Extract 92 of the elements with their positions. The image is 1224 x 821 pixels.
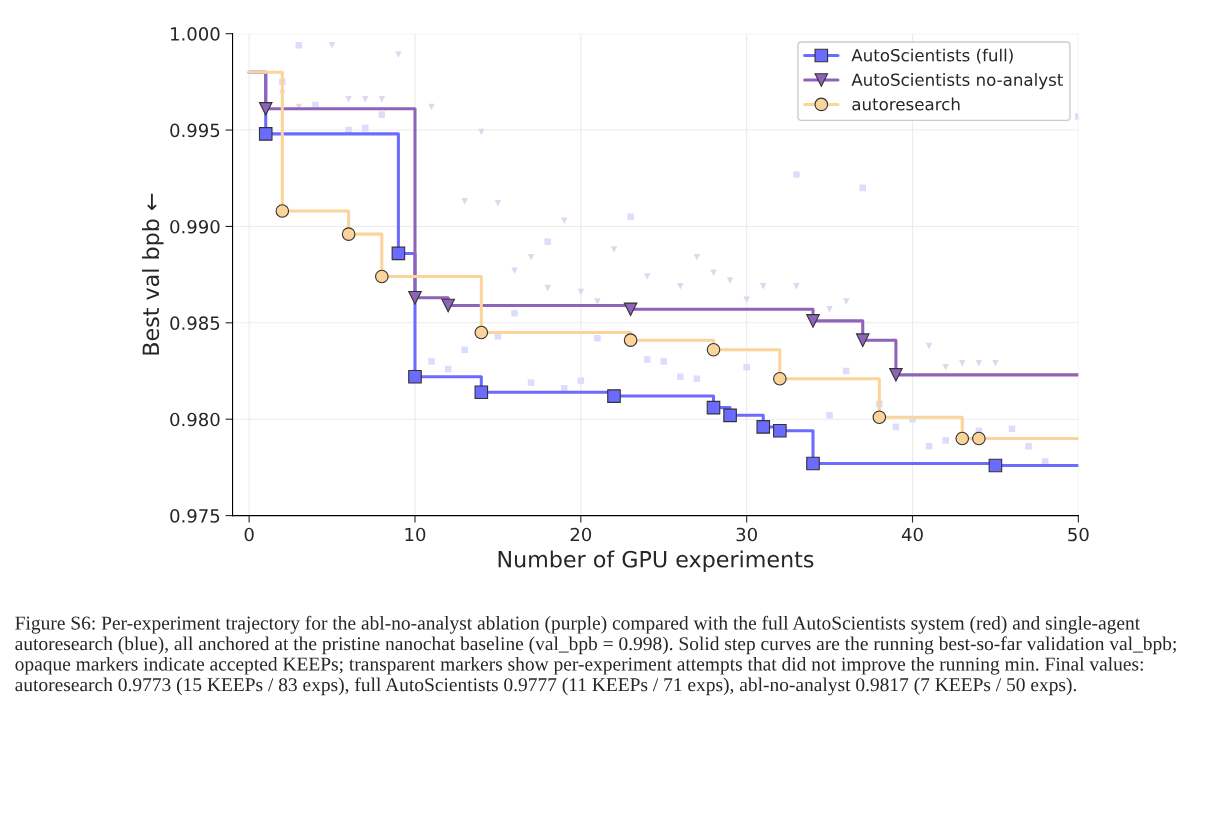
x-tick-label: 50: [1068, 527, 1089, 542]
point: [378, 111, 386, 118]
point: [759, 282, 767, 290]
legend-label: AutoScientists no-analyst: [851, 73, 1063, 90]
caption: Figure S6: Per-experiment trajectory for the abl-no-analyst ablation (purple) compared with the full AutoScientists system (red) and single-agent autoresearch (blue), all anchored at the pristine nanochat baseline (val_bpb = 0.998). Solid step curves are the running best-so-far validation val_bpb; opaque markers indicate accepted KEEPs; transparent markers show per-experiment attempts that did not improve the running min. Final values: autoresearch 0.9773 (15 KEEPs / 83 exps), full AutoScientists 0.9777 (11 KEEPs / 71 exps), abl-no-analyst 0.9817 (7 KEEPs / 50 exps).: [15, 615, 1176, 696]
point: [773, 423, 787, 438]
point: [474, 385, 489, 400]
point: [743, 296, 750, 303]
point: [859, 184, 867, 192]
point: [544, 284, 551, 292]
y-axis-title: Best val bpb ←: [142, 193, 164, 355]
point: [743, 363, 750, 371]
point: [527, 379, 535, 386]
point: [693, 254, 701, 261]
point: [723, 408, 737, 423]
x-axis-title: Number of GPU experiments: [498, 550, 814, 572]
y-tick-label: 0.975: [170, 509, 220, 523]
point: [594, 334, 601, 342]
point: [773, 371, 787, 386]
point: [942, 437, 949, 444]
point: [988, 458, 1003, 473]
y-tick-label: 0.985: [170, 316, 220, 330]
x-tick-label: 0: [244, 527, 254, 542]
point: [610, 246, 618, 253]
point: [328, 41, 336, 49]
x-tick-label: 20: [570, 527, 592, 542]
point: [341, 227, 356, 241]
point: [408, 290, 422, 305]
point: [544, 238, 551, 246]
point: [361, 95, 369, 103]
point: [258, 102, 273, 116]
point: [793, 171, 800, 178]
point: [461, 198, 468, 205]
point: [258, 127, 273, 141]
point: [842, 298, 850, 305]
point: [577, 288, 585, 296]
point: [511, 309, 518, 317]
point: [428, 358, 435, 365]
point: [1025, 442, 1032, 450]
point: [706, 343, 721, 357]
point: [706, 400, 721, 415]
point: [872, 410, 887, 425]
point: [527, 254, 535, 261]
point: [345, 95, 352, 103]
y-tick-label: 0.990: [170, 219, 220, 234]
point: [693, 375, 701, 382]
legend-label: AutoScientists (full): [851, 48, 1013, 64]
point: [677, 373, 684, 381]
x-tick-label: 30: [736, 527, 757, 542]
point: [793, 282, 800, 290]
point: [375, 269, 389, 284]
point: [992, 360, 999, 367]
point: [474, 325, 489, 340]
x-tick-label: 10: [405, 527, 426, 542]
point: [494, 200, 502, 207]
point: [826, 412, 833, 419]
point: [855, 333, 870, 347]
point: [441, 298, 455, 313]
point: [806, 456, 820, 471]
point: [710, 269, 717, 276]
point: [972, 431, 986, 446]
point: [607, 389, 621, 403]
point: [959, 360, 966, 367]
point: [942, 363, 949, 371]
point: [577, 377, 585, 384]
point: [623, 302, 638, 317]
point: [391, 246, 406, 261]
y-tick-label: 0.980: [170, 412, 220, 427]
point: [478, 128, 485, 136]
point: [975, 360, 983, 367]
point: [889, 368, 903, 382]
legend-label: autoresearch: [852, 97, 960, 111]
point: [756, 420, 771, 434]
point: [826, 306, 833, 313]
point: [461, 346, 468, 354]
point: [806, 314, 820, 328]
point: [660, 358, 667, 365]
point: [643, 273, 651, 280]
point: [408, 369, 422, 384]
point: [627, 213, 634, 221]
point: [560, 217, 568, 224]
y-tick-label: 1.000: [171, 27, 220, 41]
point: [726, 277, 734, 284]
point: [275, 204, 290, 218]
point: [623, 333, 638, 347]
point: [378, 95, 386, 103]
point: [955, 431, 970, 446]
x-tick-label: 40: [901, 527, 923, 542]
point: [643, 356, 651, 363]
y-tick-label: 0.995: [170, 123, 220, 138]
point: [594, 298, 601, 305]
point: [677, 282, 684, 290]
